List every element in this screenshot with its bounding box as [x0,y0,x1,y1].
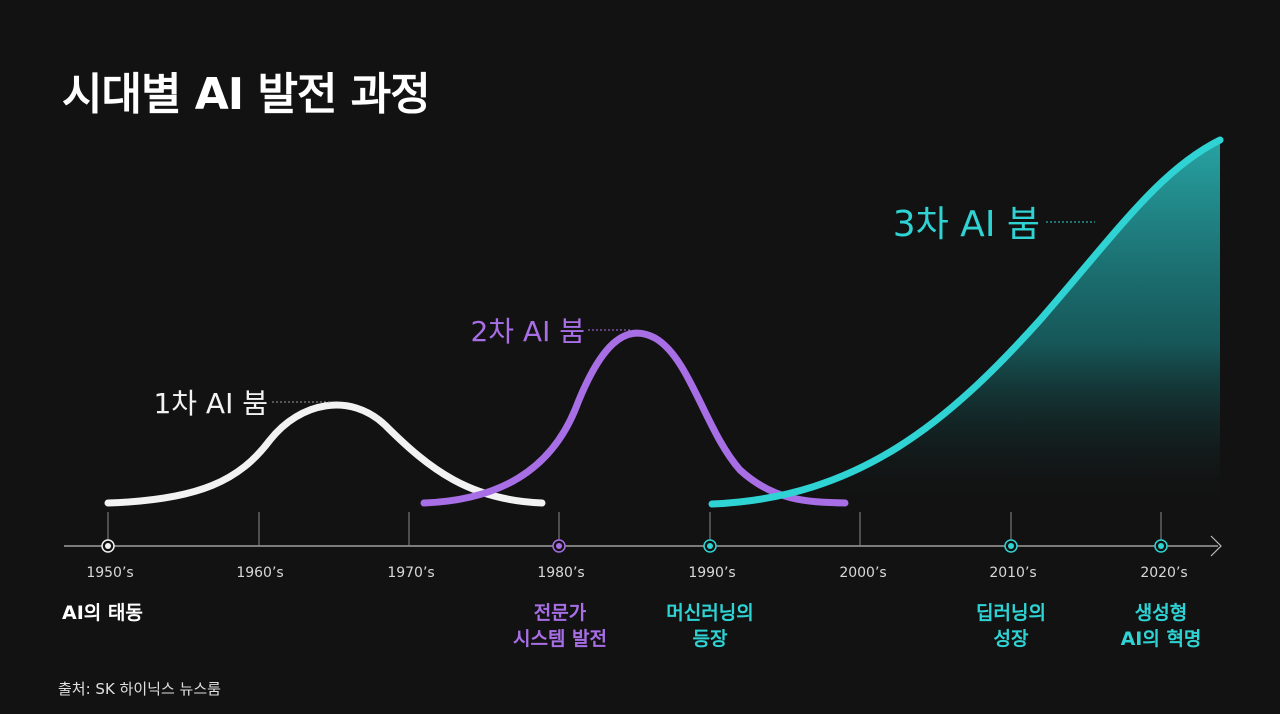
second-boom-curve [420,329,849,507]
event-expert-systems: 전문가 시스템 발전 [512,602,607,650]
third-boom-label: 3차 AI 붐 [893,204,1040,245]
tick-label-2020: 2020’s [1140,565,1187,581]
tick-label-2000: 2000’s [839,565,886,581]
third-boom-area [712,140,1220,510]
tick-label-2010: 2010’s [989,565,1036,581]
milestone-dot-1990 [703,539,717,553]
milestone-dot-1980 [552,539,566,553]
tick-label-1980: 1980’s [537,565,584,581]
axis-arrow-icon [1210,535,1222,557]
second-boom-label: 2차 AI 붐 [470,315,585,348]
source-credit: 출처: SK 하이닉스 뉴스룸 [58,680,221,698]
tick-label-1990: 1990’s [688,565,735,581]
first-boom-label: 1차 AI 붐 [153,387,268,420]
event-generative-ai: 생성형 AI의 혁명 [1120,602,1202,650]
milestone-dot-2010 [1004,539,1018,553]
milestone-dot-2020 [1154,539,1168,553]
tick-label-1970: 1970’s [387,565,434,581]
event-machine-learning: 머신러닝의 등장 [666,602,754,650]
page-title: 시대별 AI 발전 과정 [62,69,431,120]
tick-label-1950: 1950’s [86,565,133,581]
tick-marks [107,512,1162,546]
event-deep-learning: 딥러닝의 성장 [976,602,1046,650]
third-boom-curve [708,136,1224,508]
first-boom-curve [104,401,546,507]
milestone-dot-1950 [101,539,115,553]
event-ai-birth: AI의 태동 [62,602,143,624]
tick-label-1960: 1960’s [236,565,283,581]
